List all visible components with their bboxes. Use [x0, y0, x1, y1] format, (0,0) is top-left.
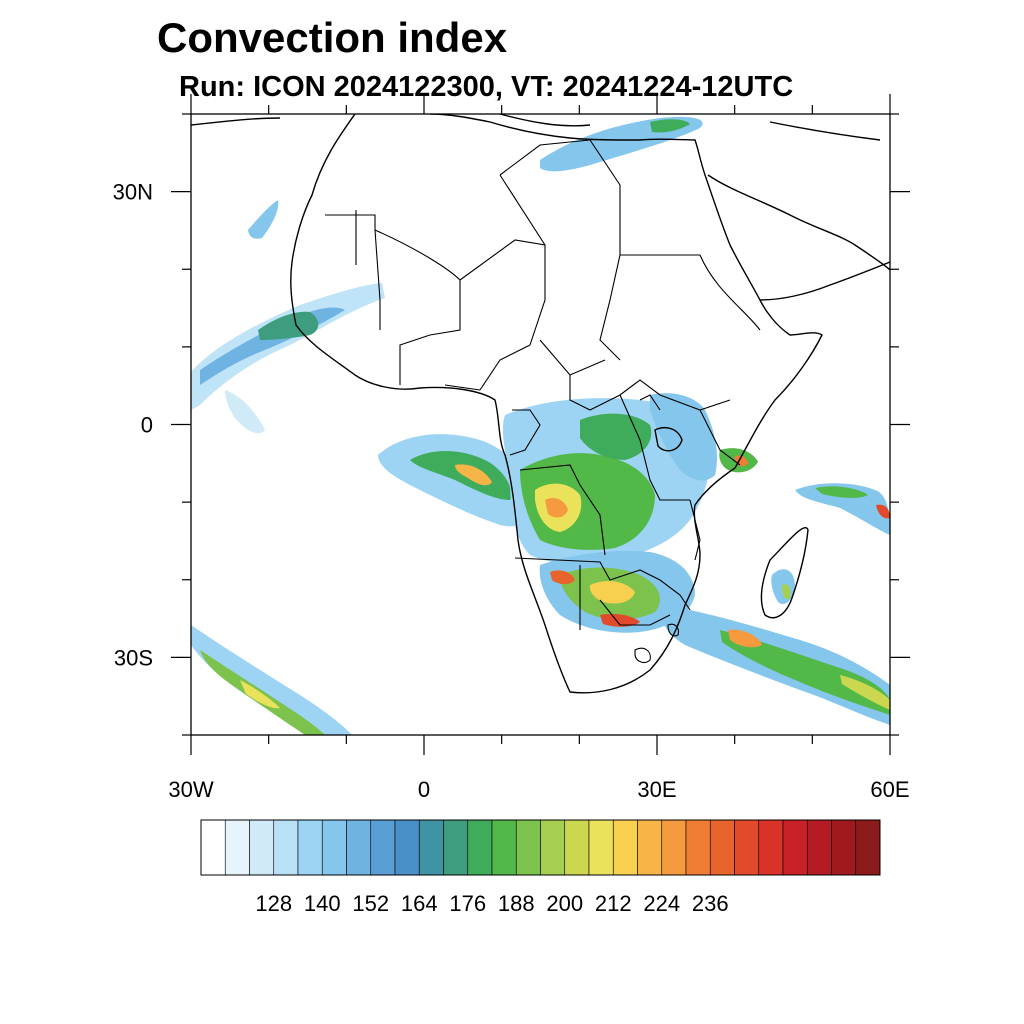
lon-tick-label: 30E	[637, 777, 676, 802]
convection-band-gulf-of-guinea-core	[410, 451, 512, 500]
coastlines-borders	[191, 114, 890, 694]
convection-field	[191, 116, 890, 735]
colorbar-label: 224	[643, 891, 680, 916]
colorbar-label: 164	[401, 891, 438, 916]
arabian-peninsula	[707, 174, 890, 301]
convection-senegal-core	[258, 311, 319, 340]
lat-tick-label: 30N	[113, 180, 153, 205]
convection-angola-hot	[545, 498, 568, 518]
lon-tick-label: 60E	[870, 777, 909, 802]
convection-seychelles-core	[815, 486, 868, 498]
africa-coastline	[290, 114, 823, 694]
colorbar-swatch	[443, 819, 469, 876]
colorbar-label: 212	[595, 891, 632, 916]
convection-south-africa-peak	[600, 613, 640, 627]
convection-band-indian-ocean-core	[720, 630, 890, 715]
colorbar-label: 188	[498, 891, 535, 916]
madagascar-coast	[760, 527, 809, 619]
colorbar-swatch	[734, 819, 760, 876]
colorbar-swatch	[540, 819, 566, 876]
colorbar-label: 152	[352, 891, 389, 916]
convection-zimbabwe-peak	[589, 580, 635, 604]
convection-patch-west-ocean	[225, 390, 265, 434]
convection-band-west-africa	[191, 283, 385, 410]
lat-tick-label: 0	[141, 413, 153, 438]
convection-band-indian-ocean-peak	[728, 629, 762, 648]
colorbar-label: 200	[546, 891, 583, 916]
colorbar-swatch	[491, 819, 517, 876]
colorbar-swatch	[855, 819, 881, 876]
colorbar-label: 128	[255, 891, 292, 916]
colorbar-swatch	[758, 819, 784, 876]
colorbar-swatch	[831, 819, 857, 876]
convection-mediterranean-core	[650, 119, 690, 133]
convection-band-sw-atlantic-core	[200, 650, 325, 735]
convection-east-africa	[650, 393, 717, 481]
convection-patch-canary	[248, 200, 279, 239]
chart-title: Convection index	[157, 14, 508, 61]
lon-tick-label: 30W	[168, 777, 213, 802]
convection-seychelles	[795, 483, 890, 535]
colorbar-swatch	[515, 819, 541, 876]
colorbar-swatch	[200, 819, 226, 876]
colorbar-swatch	[612, 819, 638, 876]
colorbar-swatch	[806, 819, 832, 876]
convection-band-gulf-of-guinea-peak	[455, 464, 492, 486]
colorbar: 128 140 152 164 176 188 200 212 224 236	[200, 819, 881, 916]
southern-africa-inner	[634, 623, 679, 664]
colorbar-swatch	[588, 819, 614, 876]
mediterranean-north	[191, 114, 881, 141]
colorbar-label: 140	[304, 891, 341, 916]
colorbar-swatch	[224, 819, 250, 876]
colorbar-swatch	[321, 819, 347, 876]
convection-seychelles-peak	[876, 504, 890, 519]
convection-namibia-peak	[550, 570, 575, 585]
lon-tick-label: 0	[418, 777, 430, 802]
axis-ticks: 30W 0 30E 60E 30N 0 30S	[113, 94, 910, 802]
convection-band-indian-ocean-east	[840, 675, 890, 710]
convection-band-sw-atlantic-peak	[240, 680, 280, 709]
chart-subtitle: Run: ICON 2024122300, VT: 20241224-12UTC	[179, 71, 794, 103]
colorbar-swatch	[467, 819, 493, 876]
colorbar-label: 236	[692, 891, 729, 916]
convection-band-sw-atlantic	[191, 625, 352, 735]
colorbar-swatch	[685, 819, 711, 876]
colorbar-swatch	[564, 819, 590, 876]
lat-tick-label: 30S	[114, 645, 153, 670]
colorbar-swatch	[249, 819, 275, 876]
colorbar-swatch	[370, 819, 396, 876]
colorbar-swatch	[394, 819, 420, 876]
colorbar-swatch	[273, 819, 299, 876]
convection-madagascar-core	[782, 584, 791, 600]
colorbar-swatch	[637, 819, 663, 876]
colorbar-swatch	[709, 819, 735, 876]
lake-victoria	[654, 427, 683, 452]
colorbar-swatch	[346, 819, 372, 876]
colorbar-swatch	[297, 819, 323, 876]
colorbar-frame	[200, 819, 881, 876]
colorbar-label: 176	[449, 891, 486, 916]
colorbar-swatch	[418, 819, 444, 876]
country-borders	[325, 139, 761, 630]
colorbar-swatch	[661, 819, 687, 876]
colorbar-swatch	[782, 819, 808, 876]
